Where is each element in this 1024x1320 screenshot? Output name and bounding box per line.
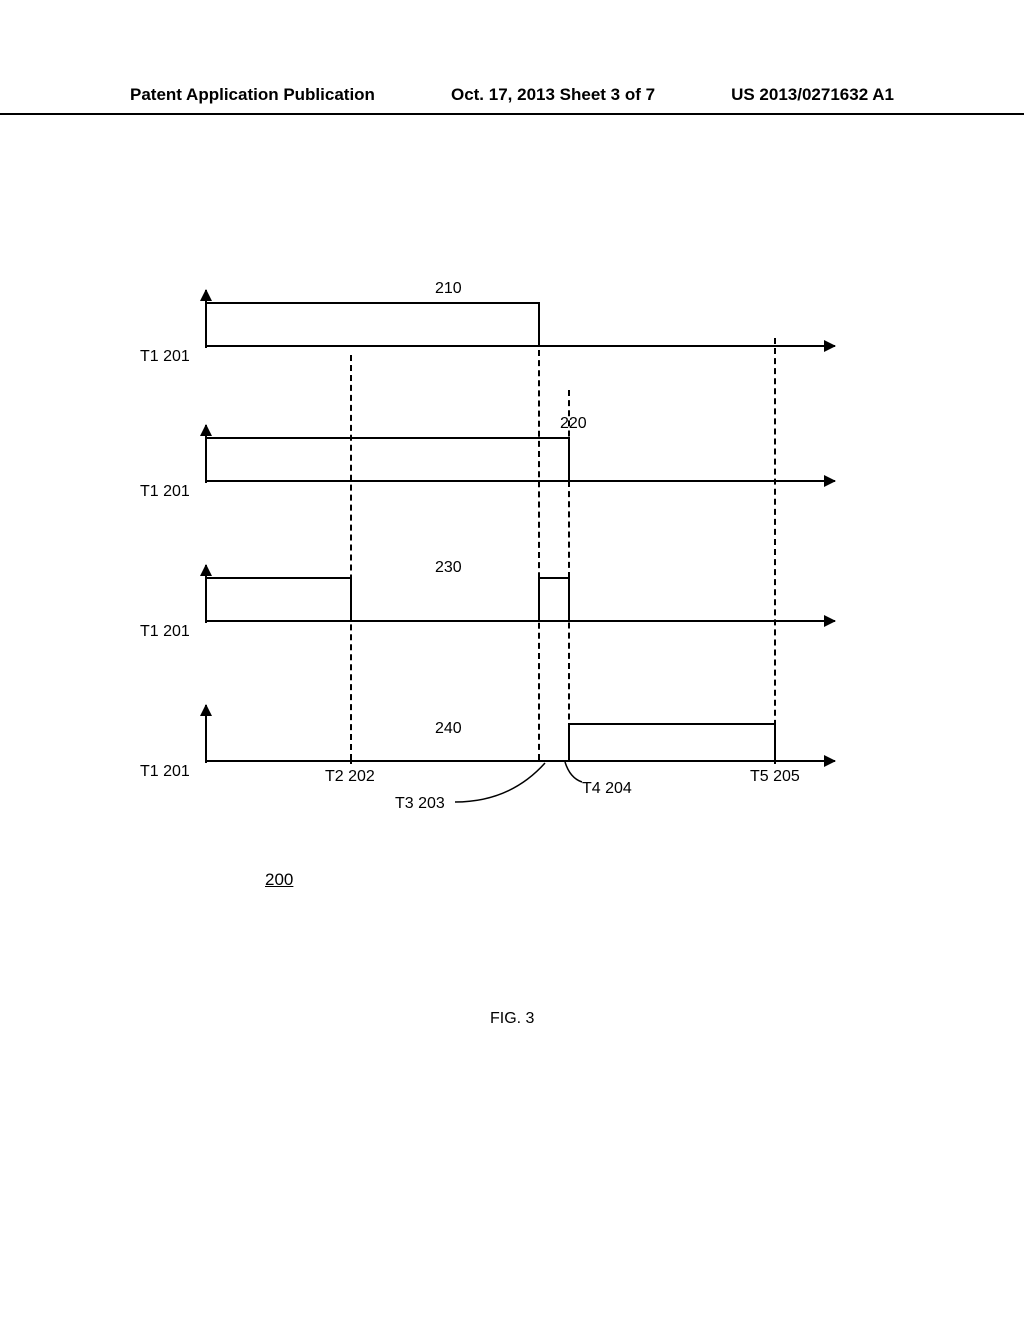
signal-high xyxy=(207,437,570,439)
tick-t5 xyxy=(774,756,776,764)
y-axis-arrow xyxy=(205,565,207,623)
pulse-high xyxy=(538,577,570,579)
y-axis-arrow xyxy=(205,290,207,348)
signal-label: 230 xyxy=(435,559,462,577)
signal-high xyxy=(207,302,540,304)
signal-high xyxy=(568,723,776,725)
dashed-t5 xyxy=(774,338,776,756)
x-axis-arrow xyxy=(205,620,835,622)
callout-curve-t4 xyxy=(560,760,590,790)
signal-fall xyxy=(538,302,540,345)
y-axis-arrow xyxy=(205,705,207,763)
page-header: Patent Application Publication Oct. 17, … xyxy=(0,85,1024,115)
tick-t2 xyxy=(350,756,352,764)
time-label-t5: T5 205 xyxy=(750,768,800,786)
timing-diagram: T1 201 210 T1 201 220 T1 201 230 T1 201 xyxy=(150,290,830,850)
signal-label: 210 xyxy=(435,280,462,298)
dashed-t2 xyxy=(350,355,352,760)
signal-label: 220 xyxy=(560,415,587,433)
y-axis-label: T1 201 xyxy=(140,623,190,641)
y-axis-arrow xyxy=(205,425,207,483)
figure-caption: FIG. 3 xyxy=(490,1010,534,1028)
figure-number: 200 xyxy=(265,870,293,890)
header-middle: Oct. 17, 2013 Sheet 3 of 7 xyxy=(451,85,655,105)
dashed-t3 xyxy=(538,350,540,760)
signal-high xyxy=(207,577,352,579)
header-left: Patent Application Publication xyxy=(130,85,375,105)
header-right: US 2013/0271632 A1 xyxy=(731,85,894,105)
time-label-t3: T3 203 xyxy=(395,795,445,813)
signal-label: 240 xyxy=(435,720,462,738)
x-axis-arrow xyxy=(205,345,835,347)
y-axis-label: T1 201 xyxy=(140,483,190,501)
y-axis-label: T1 201 xyxy=(140,348,190,366)
dashed-t4 xyxy=(568,390,570,760)
x-axis-arrow xyxy=(205,480,835,482)
time-label-t2: T2 202 xyxy=(325,768,375,786)
y-axis-label: T1 201 xyxy=(140,763,190,781)
